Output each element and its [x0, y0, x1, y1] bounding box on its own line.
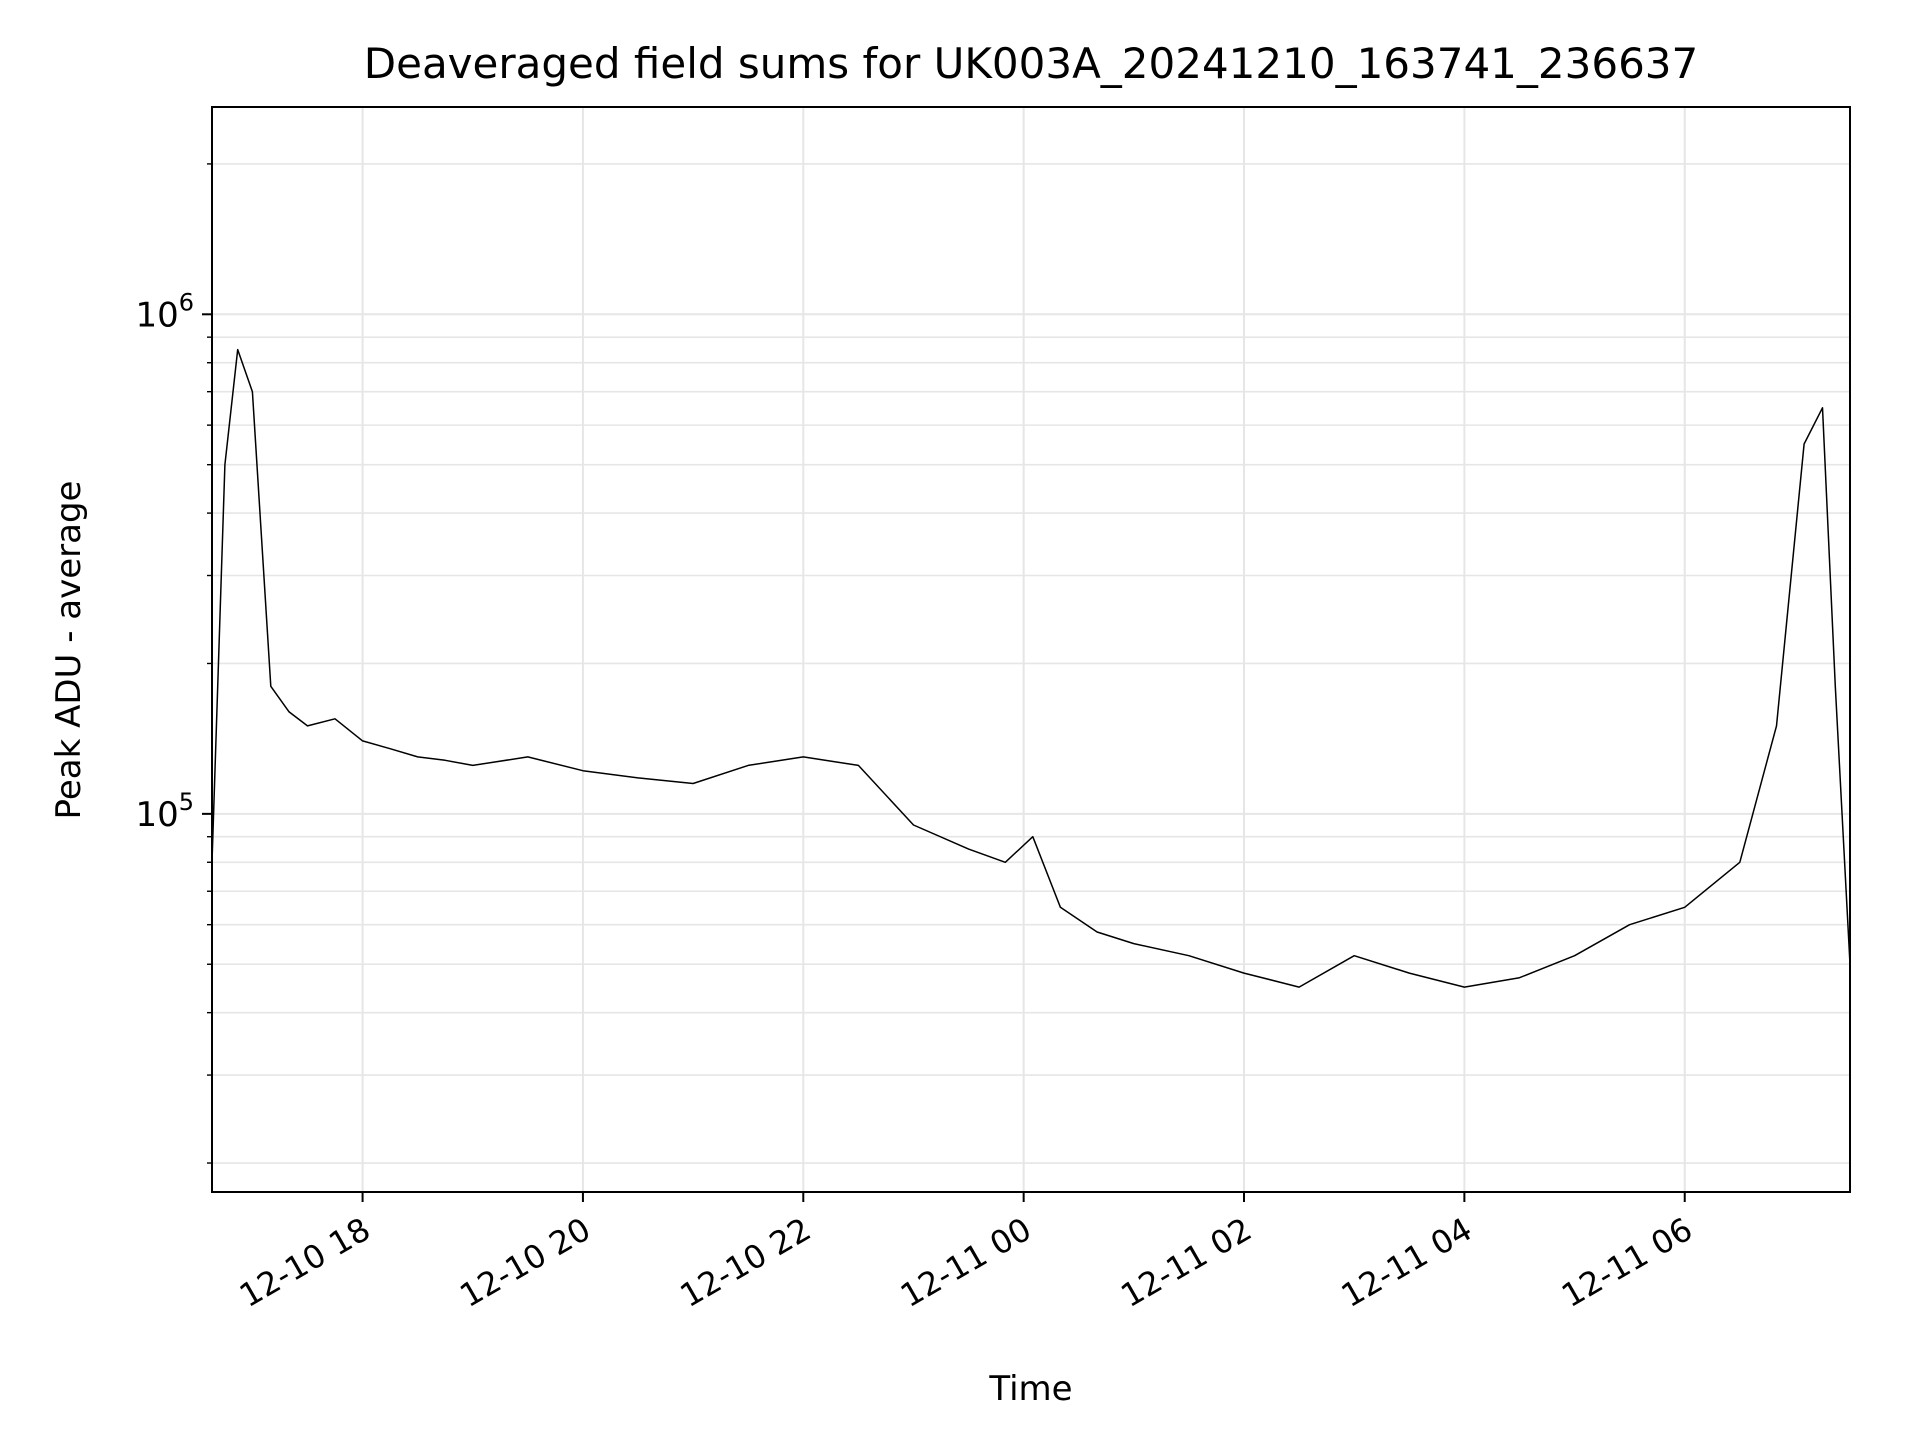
y-tick-label: 106 [135, 288, 194, 335]
x-axis-label: Time [988, 1369, 1072, 1409]
y-axis: 105 106 [135, 163, 212, 1164]
series-line [211, 348, 1851, 988]
grid [212, 107, 1850, 1192]
y-axis-label: Peak ADU - average [49, 481, 89, 820]
series-layer [211, 348, 1851, 988]
y-tick-label: 105 [135, 788, 194, 835]
chart-title: Deaveraged field sums for UK003A_2024121… [364, 39, 1698, 88]
axes-frame [211, 106, 1851, 1193]
